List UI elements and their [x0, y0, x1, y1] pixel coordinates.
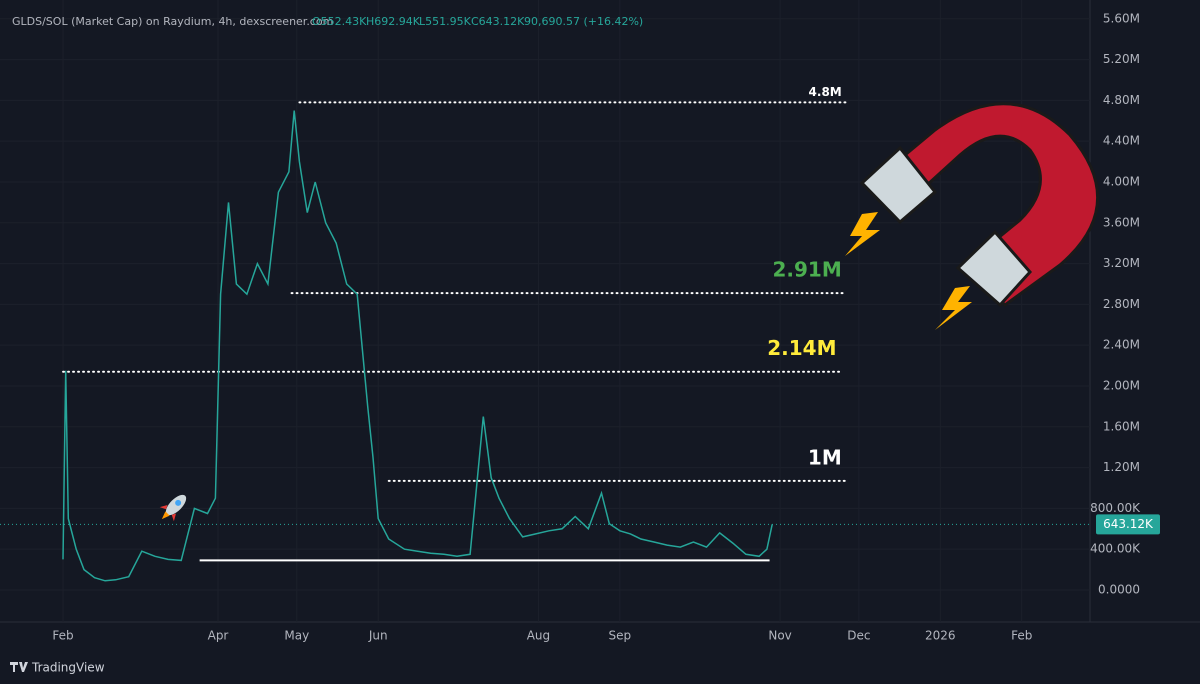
brand: TradingView: [10, 661, 105, 675]
ohlc-high: H692.94K: [366, 15, 421, 28]
y-tick-label: 3.20M: [1103, 256, 1140, 270]
y-tick-label: 800.00K: [1090, 501, 1141, 515]
plot: [62, 110, 773, 582]
x-tick-label: Dec: [847, 629, 870, 643]
x-tick-label: May: [284, 629, 309, 643]
last-price-box: [1096, 514, 1160, 535]
y-tick-label: 5.20M: [1103, 52, 1140, 66]
y-tick-label: 4.80M: [1103, 93, 1140, 107]
x-tick-label: 2026: [925, 629, 956, 643]
levels: 4.8M 2.91M 2.14M 1M: [0, 85, 1090, 562]
y-tick-label: 1.60M: [1103, 419, 1140, 433]
y-tick-label: 1.20M: [1103, 460, 1140, 474]
y-tick-label: 3.60M: [1103, 215, 1140, 229]
y-tick-label: 2.00M: [1103, 378, 1140, 392]
price-line: [62, 110, 773, 582]
price-change: 90,690.57 (+16.42%): [524, 15, 643, 28]
last-price-label: 643.12K: [1103, 517, 1154, 531]
y-tick-label: 4.00M: [1103, 174, 1140, 188]
y-tick-label: 400.00K: [1090, 542, 1141, 556]
header: GLDS/SOL (Market Cap) on Raydium, 4h, de…: [12, 15, 643, 28]
ohlc-low: L551.95K: [419, 15, 472, 28]
x-tick-label: Sep: [609, 629, 632, 643]
brand-name: TradingView: [31, 661, 105, 675]
rocket-icon: [159, 494, 187, 522]
y-tick-label: 5.60M: [1103, 11, 1140, 25]
ohlc-open: O552.43K: [312, 15, 367, 28]
x-tick-label: Jun: [368, 629, 388, 643]
level-label: 2.91M: [772, 258, 841, 282]
level-label: 2.14M: [767, 336, 836, 360]
x-tick-label: Feb: [52, 629, 73, 643]
chart-title: GLDS/SOL (Market Cap) on Raydium, 4h, de…: [12, 15, 333, 28]
x-tick-label: Aug: [527, 629, 550, 643]
x-tick-label: Nov: [768, 629, 791, 643]
x-tick-label: Feb: [1011, 629, 1032, 643]
y-tick-label: 2.80M: [1103, 297, 1140, 311]
y-tick-label: 4.40M: [1103, 134, 1140, 148]
grid: [0, 0, 1090, 622]
level-label: 4.8M: [809, 85, 842, 99]
level-label: 1M: [808, 445, 842, 469]
x-tick-label: Apr: [208, 629, 229, 643]
y-tick-label: 0.0000: [1098, 582, 1140, 596]
ohlc-close: C643.12K: [471, 15, 525, 28]
y-tick-label: 2.40M: [1103, 338, 1140, 352]
magnet-icon: [845, 102, 1100, 330]
